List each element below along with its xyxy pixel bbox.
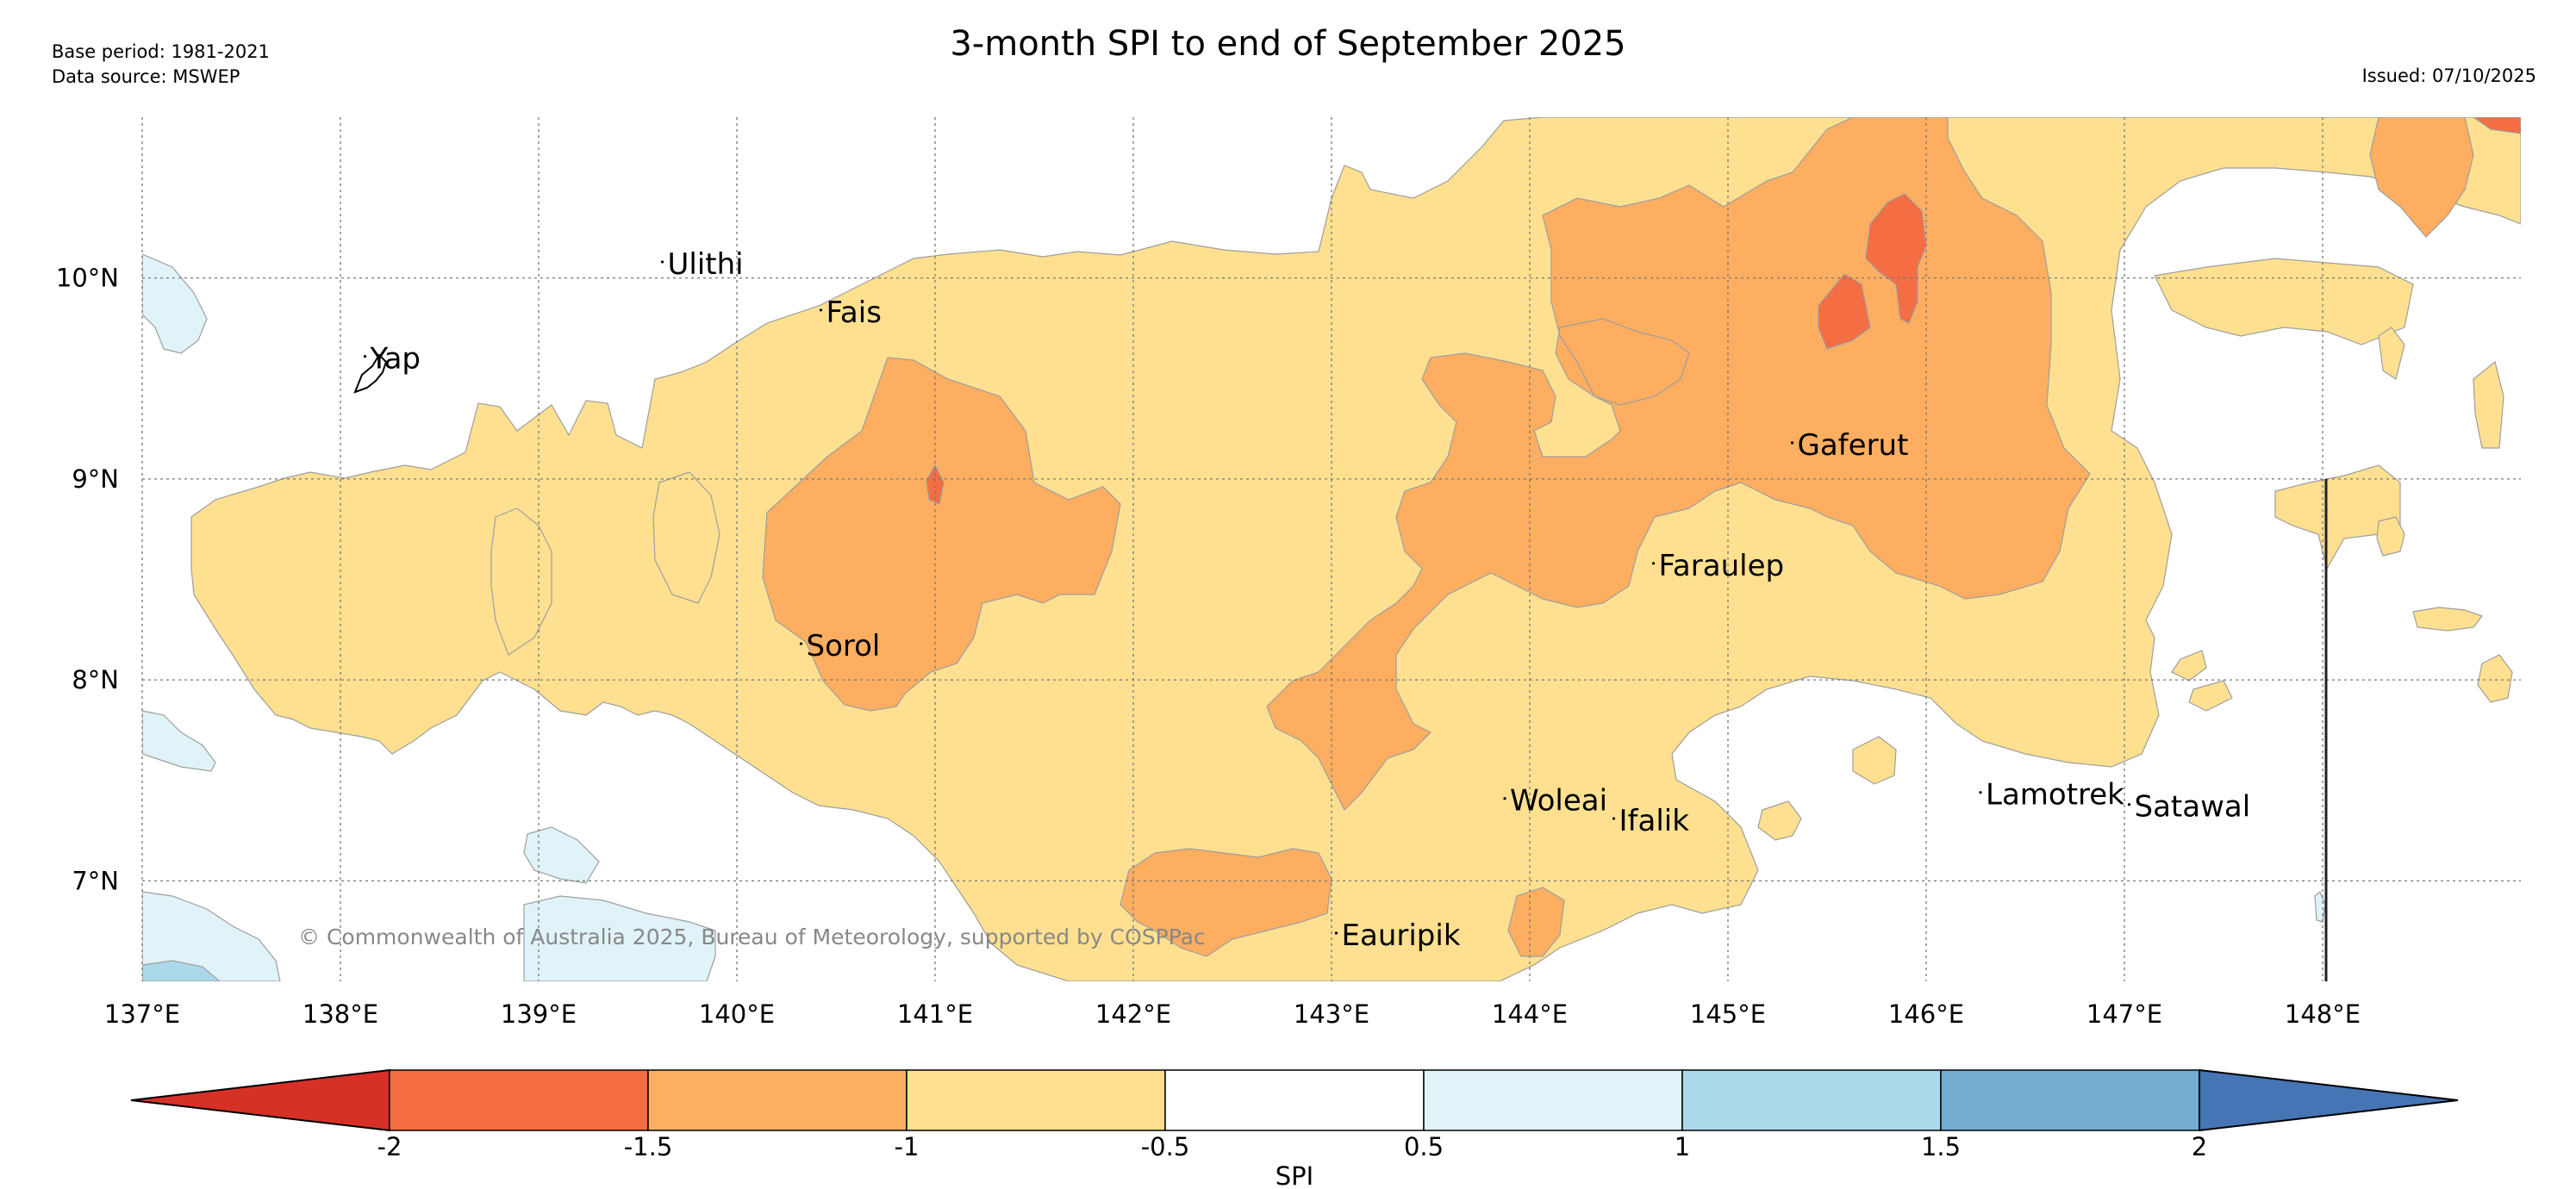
spi-region-extreme-3	[926, 464, 945, 505]
spi-region-extreme-2	[1818, 273, 1871, 350]
colorbar-bin	[1940, 1069, 2200, 1131]
lat-tick-label: 8°N	[72, 665, 119, 694]
place-marker	[363, 354, 367, 358]
place-label: Sorol	[807, 629, 881, 663]
spi-region-dry-east-8	[1757, 800, 1802, 841]
copyright-text: © Commonwealth of Australia 2025, Bureau…	[298, 924, 1206, 949]
place-marker	[1612, 817, 1616, 820]
spi-region-dry-east-4	[2477, 654, 2513, 703]
colorbar-bin	[130, 1068, 390, 1132]
spi-region-wet-s1	[523, 826, 600, 884]
place-label: Ulithi	[668, 247, 744, 282]
colorbar-tick-label: -0.5	[1141, 1132, 1190, 1161]
yap-island-icon	[353, 353, 388, 394]
colorbar-tick-label: -1.5	[624, 1132, 673, 1161]
lon-tick-label: 137°E	[104, 999, 180, 1029]
spi-region-wet-s2	[523, 895, 716, 981]
place-label: Satawal	[2135, 790, 2251, 825]
place-marker	[1979, 791, 1982, 794]
place-marker	[2127, 803, 2131, 806]
spi-region-dry-east-3	[2412, 607, 2483, 632]
spi-region-severe-central	[1266, 117, 2091, 812]
spi-region-wet-nw	[142, 253, 208, 354]
place-marker	[660, 260, 664, 264]
lon-tick-label: 146°E	[1888, 999, 1964, 1029]
place-marker	[799, 642, 803, 645]
spi-region-dry-east-2	[2376, 516, 2405, 557]
colorbar-tick-label: 2	[2192, 1132, 2207, 1161]
place-label: Fais	[826, 296, 882, 330]
place-label: Faraulep	[1659, 549, 1785, 583]
lat-tick-label: 10°N	[56, 264, 119, 293]
spi-region-severe-west	[762, 357, 1121, 712]
spi-region-wet-w	[142, 710, 216, 772]
colorbar-tick-label: 0.5	[1404, 1132, 1444, 1161]
place-label: Eauripik	[1342, 918, 1461, 953]
lon-tick-label: 142°E	[1095, 999, 1171, 1029]
lon-tick-label: 140°E	[699, 999, 775, 1029]
lat-tick-label: 7°N	[72, 866, 119, 895]
lon-tick-label: 141°E	[897, 999, 973, 1029]
spi-region-wet-sw	[142, 891, 281, 981]
lon-tick-label: 138°E	[303, 999, 378, 1029]
lon-tick-label: 143°E	[1294, 999, 1369, 1029]
spi-region-severe-ne	[2369, 117, 2474, 238]
colorbar-bin	[1164, 1069, 1425, 1131]
spi-region-wet-e	[2314, 891, 2326, 923]
colorbar-bin	[647, 1069, 908, 1131]
spi-field	[142, 117, 2521, 981]
spi-region-dry-east-5	[2171, 650, 2207, 682]
place-marker	[1790, 441, 1794, 445]
colorbar-bin	[906, 1069, 1166, 1131]
colorbar-tick-labels: -2 -1.5 -1 -0.5 0.5 1 1.5 2	[377, 1132, 2208, 1161]
map-gridlines	[141, 117, 2521, 981]
lon-tick-label: 148°E	[2285, 999, 2361, 1029]
place-label: Ifalik	[1619, 804, 1690, 838]
spi-region-dry-east-6	[2188, 680, 2233, 712]
colorbar-tick-label: 1.5	[1921, 1132, 1961, 1161]
lon-tick-label: 139°E	[501, 999, 577, 1029]
spi-region-extreme-1	[1865, 193, 1927, 324]
place-marker	[1334, 931, 1338, 935]
lon-tick-label: 147°E	[2086, 999, 2162, 1029]
lon-tick-label: 145°E	[1690, 999, 1766, 1029]
spi-region-severe-se	[1507, 887, 1565, 957]
spi-colorbar	[130, 1068, 2459, 1132]
data-source-text: Data source: MSWEP	[52, 66, 240, 87]
colorbar-tick-label: -1	[895, 1132, 920, 1161]
spi-region-wet-strong-sw	[142, 960, 221, 981]
place-label: Gaferut	[1798, 428, 1909, 463]
place-label: Yap	[370, 342, 421, 377]
axis-tick-labels: 137°E 138°E 139°E 140°E 141°E 142°E 143°E 144°E…	[56, 264, 2361, 1029]
spi-region-extreme-4	[2472, 117, 2521, 134]
colorbar-bin	[389, 1069, 649, 1131]
lat-tick-label: 9°N	[72, 464, 119, 494]
place-labels: Yap Ulithi Fais Sorol Gaferut Faraulep Woleai I…	[363, 247, 2251, 953]
place-label: Lamotrek	[1986, 778, 2124, 812]
spi-region-dry-east-1	[2274, 464, 2401, 570]
colorbar-label: SPI	[1276, 1161, 1313, 1189]
place-marker	[1503, 797, 1506, 800]
colorbar-bin	[1681, 1069, 1942, 1131]
colorbar-tick-label: -2	[377, 1132, 402, 1161]
spi-region-dry-east-9	[2378, 327, 2405, 380]
place-marker	[1651, 562, 1656, 565]
place-marker	[819, 308, 823, 312]
place-label: Woleai	[1510, 784, 1607, 819]
issued-date-text: Issued: 07/10/2025	[2361, 65, 2536, 86]
lon-tick-label: 144°E	[1492, 999, 1568, 1029]
colorbar-bin	[1423, 1069, 1683, 1131]
spi-region-dry-east-10	[2473, 360, 2504, 449]
colorbar-bin	[2199, 1068, 2459, 1132]
spi-region-severe-south	[1120, 848, 1332, 957]
spi-region-dry-east-7	[1852, 736, 1897, 785]
map-title: 3-month SPI to end of September 2025	[950, 24, 1626, 64]
colorbar-tick-label: 1	[1675, 1132, 1690, 1161]
base-period-text: Base period: 1981-2021	[52, 41, 270, 62]
